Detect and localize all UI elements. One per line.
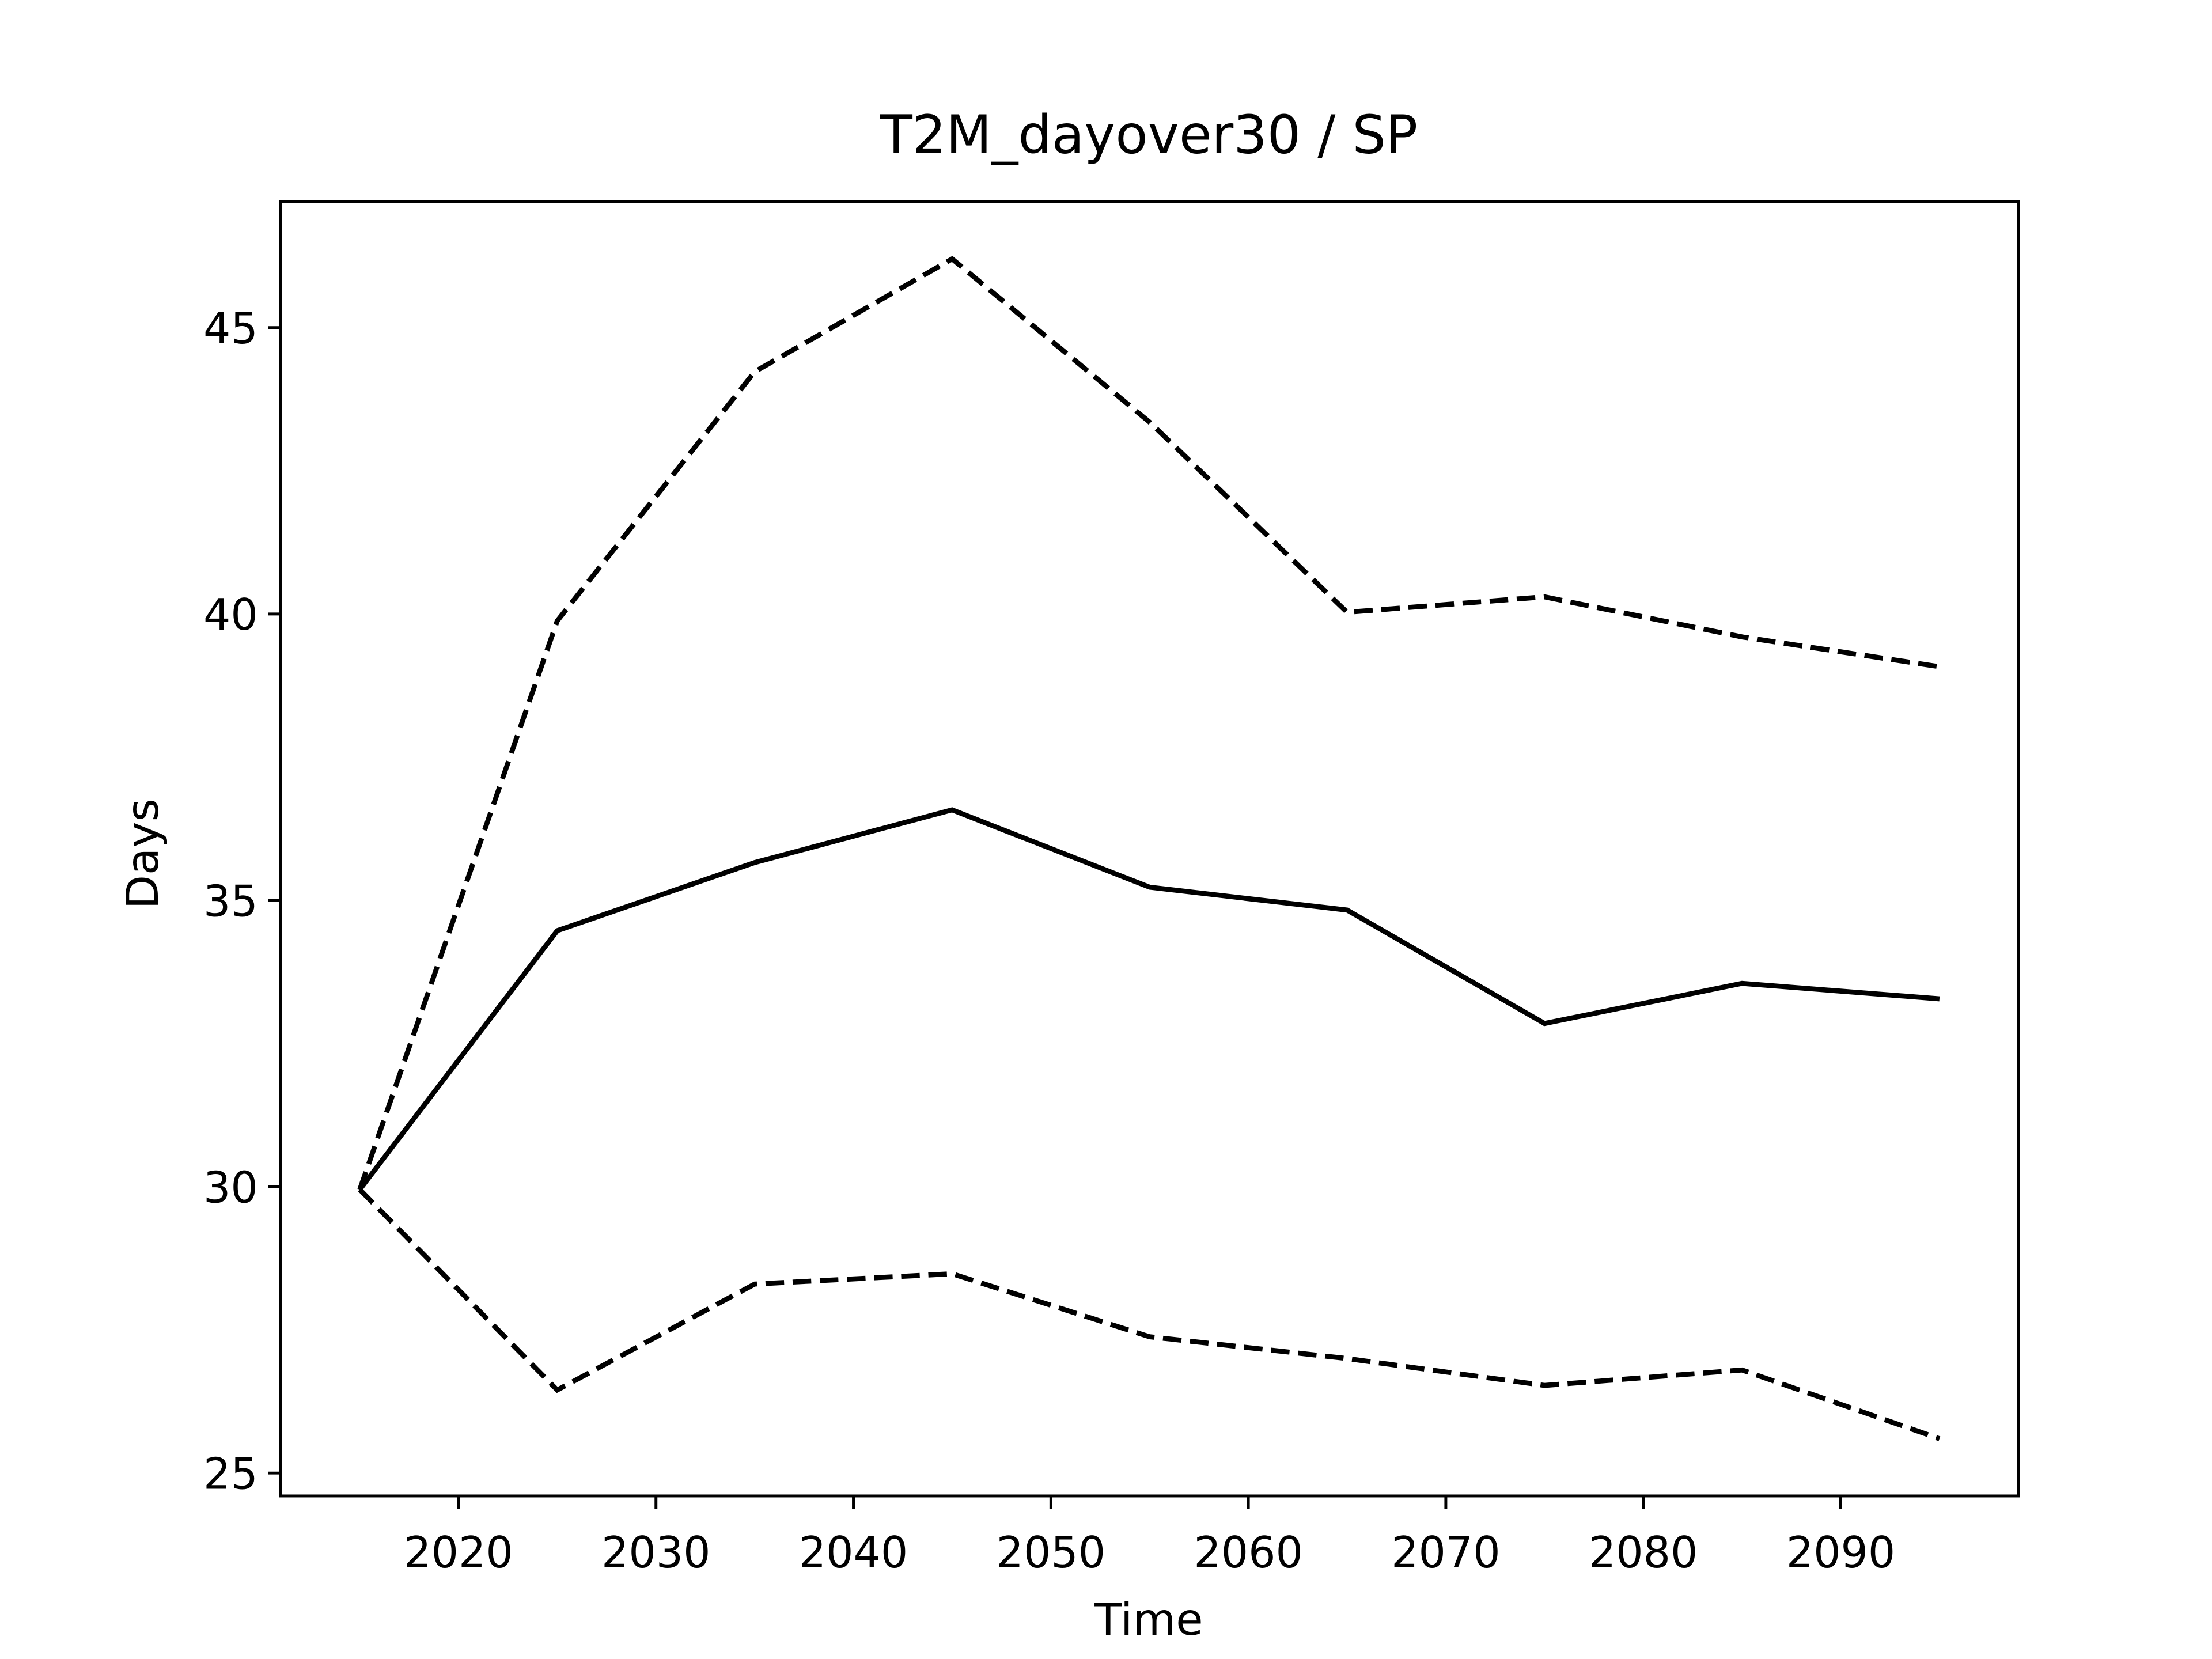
y-tick-label: 40 bbox=[203, 590, 258, 640]
data-line bbox=[357, 256, 1940, 1191]
y-tick-label: 25 bbox=[203, 1449, 258, 1499]
y-tick-label: 35 bbox=[203, 876, 258, 926]
x-tick-label: 2070 bbox=[1391, 1528, 1501, 1578]
x-axis-label: Time bbox=[1094, 1594, 1203, 1646]
x-tick-label: 2090 bbox=[1786, 1528, 1896, 1578]
data-line bbox=[358, 807, 1940, 1191]
x-tick-label: 2020 bbox=[404, 1528, 513, 1578]
x-tick-label: 2030 bbox=[601, 1528, 711, 1578]
x-tick-label: 2050 bbox=[997, 1528, 1106, 1578]
data-line bbox=[358, 1188, 1941, 1441]
y-axis-label: Days bbox=[118, 798, 169, 909]
x-tick-label: 2060 bbox=[1194, 1528, 1303, 1578]
plot-frame bbox=[279, 200, 2020, 1498]
x-tick-label: 2080 bbox=[1589, 1528, 1698, 1578]
y-tick-label: 45 bbox=[203, 304, 258, 354]
y-tick-label: 30 bbox=[203, 1162, 258, 1213]
chart-title: T2M_dayover30 / SP bbox=[880, 104, 1418, 166]
x-tick-label: 2040 bbox=[799, 1528, 908, 1578]
